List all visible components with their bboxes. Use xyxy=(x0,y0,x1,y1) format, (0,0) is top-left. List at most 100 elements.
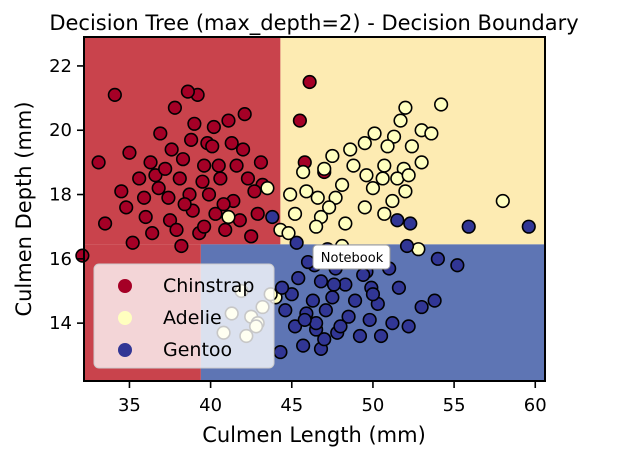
point-adelie-18 xyxy=(359,168,374,183)
chart-title: Decision Tree (max_depth=2) - Decision B… xyxy=(49,11,578,36)
point-gentoo-16 xyxy=(313,274,329,289)
point-adelie-13 xyxy=(377,158,392,173)
point-chinstrap-45 xyxy=(145,226,160,241)
point-chinstrap-39 xyxy=(162,213,178,228)
point-chinstrap-29 xyxy=(240,171,256,186)
point-chinstrap-52 xyxy=(75,248,90,263)
point-chinstrap-51 xyxy=(174,238,189,254)
point-chinstrap-49 xyxy=(244,229,259,244)
point-chinstrap-33 xyxy=(161,190,176,205)
point-chinstrap-50 xyxy=(125,235,140,250)
point-gentoo-39 xyxy=(414,299,429,315)
point-adelie-41 xyxy=(281,226,296,241)
point-gentoo-44 xyxy=(289,235,304,250)
point-gentoo-2 xyxy=(403,216,418,231)
point-gentoo-25 xyxy=(278,303,293,318)
point-adelie-26 xyxy=(328,190,343,205)
point-chinstrap-15 xyxy=(235,142,251,157)
point-adelie-29 xyxy=(385,193,400,209)
point-adelie-5 xyxy=(386,129,402,144)
point-gentoo-45 xyxy=(274,280,290,295)
point-gentoo-27 xyxy=(318,303,333,318)
point-chinstrap-24 xyxy=(148,168,163,183)
point-chinstrap-10 xyxy=(184,132,199,147)
legend-label-adelie: Adelie xyxy=(163,307,222,329)
x-tick-label-55: 55 xyxy=(443,395,466,416)
point-gentoo-21 xyxy=(305,293,320,308)
point-chinstrap-20 xyxy=(253,155,269,170)
point-chinstrap-37 xyxy=(247,184,262,199)
point-gentoo-29 xyxy=(362,312,377,328)
point-gentoo-38 xyxy=(273,344,288,360)
point-chinstrap-31 xyxy=(114,184,129,199)
point-chinstrap-26 xyxy=(172,171,187,186)
point-gentoo-35 xyxy=(373,328,389,344)
point-gentoo-23 xyxy=(347,293,363,308)
x-tick-label-40: 40 xyxy=(199,395,222,416)
point-chinstrap-28 xyxy=(213,171,228,186)
point-chinstrap-25 xyxy=(158,161,173,176)
point-adelie-10 xyxy=(404,139,419,154)
point-chinstrap-2 xyxy=(167,100,183,115)
point-chinstrap-21 xyxy=(211,158,226,173)
point-adelie-31 xyxy=(287,206,303,221)
point-gentoo-1 xyxy=(390,213,405,228)
point-chinstrap-55 xyxy=(250,206,265,221)
y-tick-label-18: 18 xyxy=(49,185,72,206)
point-adelie-28 xyxy=(377,206,392,221)
point-adelie-16 xyxy=(296,164,311,180)
point-chinstrap-6 xyxy=(206,119,221,135)
x-tick-label-45: 45 xyxy=(280,395,303,416)
point-adelie-25 xyxy=(310,190,325,205)
point-chinstrap-5 xyxy=(221,113,236,128)
point-gentoo-52 xyxy=(317,332,332,347)
point-chinstrap-43 xyxy=(119,200,134,215)
point-chinstrap-18 xyxy=(197,158,212,173)
point-gentoo-28 xyxy=(341,309,356,324)
point-adelie-19 xyxy=(375,171,390,186)
point-chinstrap-16 xyxy=(143,155,158,170)
point-gentoo-6 xyxy=(399,238,415,254)
point-gentoo-41 xyxy=(427,293,442,308)
point-adelie-37 xyxy=(221,209,236,225)
point-adelie-11 xyxy=(325,148,340,164)
point-chinstrap-0 xyxy=(107,87,122,102)
point-chinstrap-12 xyxy=(122,145,137,160)
point-chinstrap-32 xyxy=(136,190,152,205)
point-gentoo-36 xyxy=(296,338,311,353)
point-adelie-6 xyxy=(424,126,439,141)
point-adelie-23 xyxy=(365,181,381,196)
point-chinstrap-23 xyxy=(132,171,147,186)
point-adelie-34 xyxy=(309,219,324,234)
point-chinstrap-7 xyxy=(237,107,252,122)
point-adelie-12 xyxy=(346,158,361,173)
x-tick-label-35: 35 xyxy=(118,395,141,416)
x-tick-label-60: 60 xyxy=(524,395,547,416)
point-chinstrap-8 xyxy=(153,126,168,141)
point-adelie-8 xyxy=(343,142,358,157)
point-gentoo-15 xyxy=(291,271,306,286)
point-gentoo-4 xyxy=(521,219,536,234)
tooltip-box xyxy=(312,244,391,270)
point-adelie-15 xyxy=(414,155,429,170)
y-tick-label-22: 22 xyxy=(49,56,72,77)
point-gentoo-48 xyxy=(333,319,348,334)
point-adelie-24 xyxy=(398,184,413,199)
point-chinstrap-9 xyxy=(224,135,239,151)
point-adelie-1 xyxy=(398,100,413,115)
point-chinstrap-19 xyxy=(229,158,244,173)
point-adelie-17 xyxy=(317,161,332,176)
point-adelie-38 xyxy=(283,187,298,202)
point-gentoo-22 xyxy=(325,290,340,305)
point-chinstrap-44 xyxy=(98,216,113,231)
legend-marker-adelie xyxy=(118,311,132,325)
point-adelie-40 xyxy=(322,200,337,215)
point-chinstrap-17 xyxy=(175,152,191,167)
point-chinstrap-53 xyxy=(197,219,212,234)
legend-box xyxy=(93,263,275,369)
x-axis-title: Culmen Length (mm) xyxy=(202,423,426,447)
point-adelie-39 xyxy=(299,184,314,199)
point-gentoo-5 xyxy=(430,251,445,266)
point-chinstrap-58 xyxy=(302,74,317,90)
point-adelie-27 xyxy=(357,200,372,215)
